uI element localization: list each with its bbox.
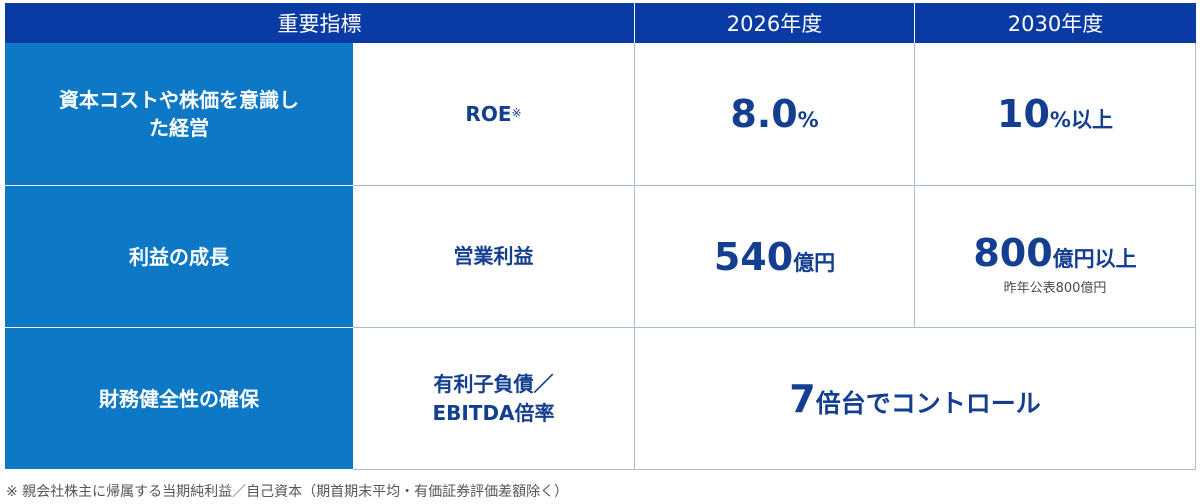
- target-value: 540: [713, 234, 794, 279]
- metric-debt-ebitda: 有利子負債／ EBITDA倍率: [353, 328, 635, 470]
- target-unit: 倍台でコントロール: [815, 388, 1041, 418]
- metric-roe: ROE ※: [353, 43, 635, 186]
- target-2030-operating-profit: 800億円以上 昨年公表800億円: [915, 186, 1196, 328]
- target-2026-roe: 8.0%: [635, 43, 915, 186]
- target-unit: %: [797, 108, 819, 132]
- target-value: 800: [973, 231, 1053, 275]
- header-indicator: 重要指標: [5, 3, 635, 43]
- footnote: ※ 親会社株主に帰属する当期純利益／自己資本（期首期末平均・有価証券評価差額除く…: [6, 484, 569, 500]
- kpi-table: 重要指標 2026年度 2030年度 資本コストや株価を意識した経営 ROE ※ …: [5, 3, 1196, 470]
- metric-label: ROE: [465, 101, 512, 126]
- previous-target-note: 昨年公表800億円: [1003, 281, 1107, 296]
- category-capital-cost: 資本コストや株価を意識した経営: [5, 43, 353, 186]
- metric-label-line1: 有利子負債／: [433, 371, 554, 396]
- target-combined-debt-ebitda: 7倍台でコントロール: [635, 328, 1196, 470]
- category-label: 資本コストや株価を意識した経営: [59, 88, 299, 140]
- category-label: 財務健全性の確保: [99, 386, 259, 411]
- target-unit: %以上: [1049, 108, 1113, 132]
- target-2026-operating-profit: 540億円: [635, 186, 915, 328]
- metric-label-line2: EBITDA倍率: [432, 400, 555, 425]
- header-2030: 2030年度: [915, 3, 1196, 43]
- header-2026: 2026年度: [635, 3, 915, 43]
- target-value: 7: [789, 376, 816, 421]
- footnote-mark: ※: [511, 106, 522, 121]
- target-2030-roe: 10%以上: [915, 43, 1196, 186]
- target-value: 8.0: [730, 92, 798, 136]
- category-profit-growth: 利益の成長: [5, 186, 353, 328]
- category-label: 利益の成長: [129, 244, 229, 269]
- target-value: 10: [997, 92, 1050, 136]
- metric-operating-profit: 営業利益: [353, 186, 635, 328]
- target-unit: 億円: [793, 250, 836, 275]
- target-unit: 億円以上: [1052, 247, 1137, 271]
- metric-label: 営業利益: [453, 244, 534, 268]
- category-financial-soundness: 財務健全性の確保: [5, 328, 353, 470]
